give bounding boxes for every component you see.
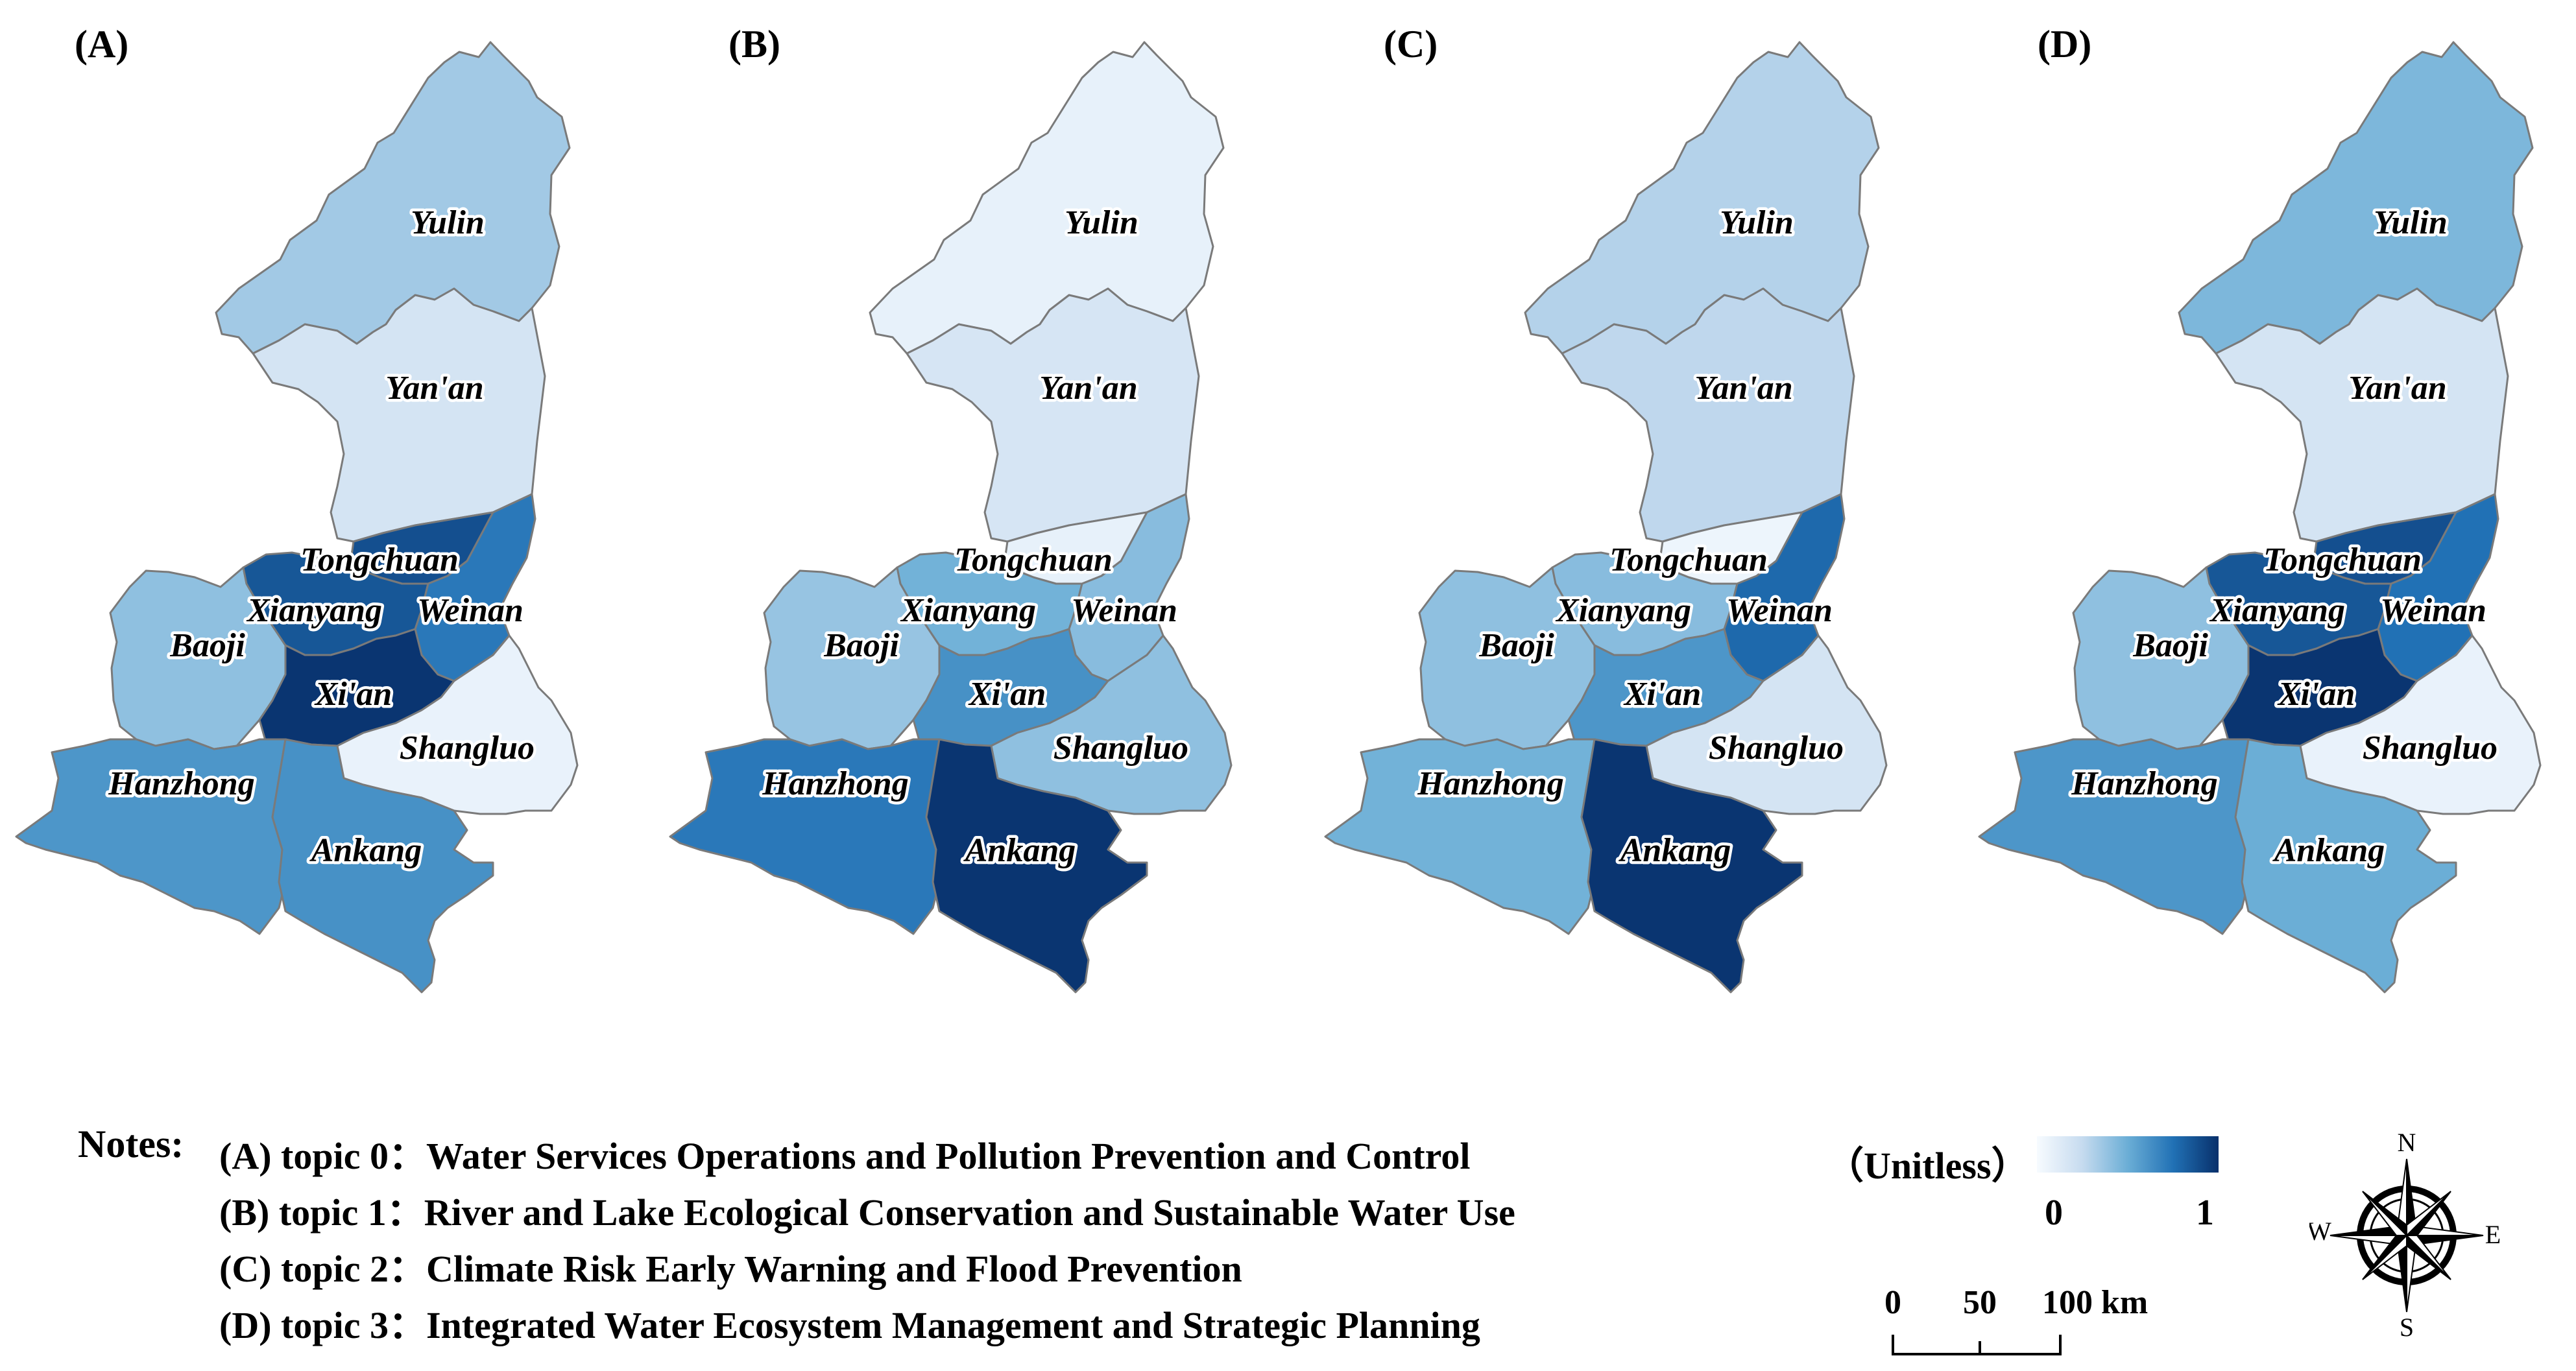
label-xianyang: Xianyang — [900, 592, 1036, 629]
region-ankang — [925, 738, 1148, 994]
scale-tick-0: 0 — [1884, 1284, 1901, 1321]
label-yanan: Yan'an — [1694, 370, 1792, 407]
compass-rose — [2329, 1158, 2484, 1313]
label-xianyang: Xianyang — [1555, 592, 1691, 629]
region-yulin — [215, 41, 571, 355]
compass-north-label: N — [2398, 1132, 2416, 1157]
panel-letter: (B) — [728, 23, 780, 66]
legend-max-label: 1 — [2196, 1193, 2214, 1233]
label-weinan: Weinan — [417, 592, 524, 629]
label-weinan: Weinan — [1071, 592, 1177, 629]
region-yulin — [869, 41, 1225, 355]
region-yulin — [1524, 41, 1880, 355]
label-tongchuan: Tongchuan — [954, 542, 1113, 578]
region-yanan — [252, 287, 546, 543]
label-hanzhong: Hanzhong — [1417, 765, 1563, 802]
label-baoji: Baoji — [2132, 627, 2208, 664]
region-yanan — [906, 287, 1200, 543]
label-shangluo: Shangluo — [400, 730, 535, 767]
label-xianyang: Xianyang — [246, 592, 382, 629]
label-yanan: Yan'an — [385, 370, 483, 407]
region-yanan — [1561, 287, 1855, 543]
label-tongchuan: Tongchuan — [2263, 542, 2422, 578]
note-topic-1: (B) topic 1：River and Lake Ecological Co… — [219, 1191, 1515, 1234]
label-weinan: Weinan — [2380, 592, 2486, 629]
legend-min-label: 0 — [2045, 1193, 2063, 1233]
label-hanzhong: Hanzhong — [108, 765, 254, 802]
label-ankang: Ankang — [1619, 832, 1731, 869]
region-ankang — [2234, 738, 2457, 994]
label-ankang: Ankang — [963, 832, 1076, 869]
label-yanan: Yan'an — [2348, 370, 2446, 407]
label-hanzhong: Hanzhong — [762, 765, 908, 802]
region-yanan — [2215, 287, 2509, 543]
label-baoji: Baoji — [1478, 627, 1554, 664]
region-yulin — [2178, 41, 2534, 355]
legend-title: （Unitless） — [1826, 1145, 2029, 1187]
label-tongchuan: Tongchuan — [300, 542, 459, 578]
label-yanan: Yan'an — [1039, 370, 1137, 407]
note-topic-0: (A) topic 0：Water Services Operations an… — [219, 1135, 1471, 1177]
label-weinan: Weinan — [1726, 592, 1833, 629]
label-xian: Xi'an — [314, 676, 392, 713]
note-topic-3: (D) topic 3：Integrated Water Ecosystem M… — [219, 1304, 1480, 1346]
label-yulin: Yulin — [1720, 204, 1794, 241]
label-yulin: Yulin — [2374, 204, 2448, 241]
label-xian: Xi'an — [2277, 676, 2355, 713]
label-ankang: Ankang — [2272, 832, 2385, 869]
legend-colorbar — [2037, 1136, 2219, 1173]
panel-letter: (A) — [75, 23, 128, 66]
label-xian: Xi'an — [968, 676, 1046, 713]
label-xianyang: Xianyang — [2209, 592, 2345, 629]
scale-bar-line — [1892, 1335, 2062, 1355]
label-baoji: Baoji — [823, 627, 899, 664]
scale-tick-50: 50 — [1963, 1284, 1997, 1321]
panel-letter: (C) — [1384, 23, 1438, 66]
scale-bar: 0 50 100 km — [1884, 1284, 2148, 1355]
label-ankang: Ankang — [309, 832, 422, 869]
notes-title: Notes: — [78, 1123, 184, 1165]
label-xian: Xi'an — [1623, 676, 1702, 713]
note-topic-2: (C) topic 2：Climate Risk Early Warning a… — [219, 1248, 1242, 1290]
region-ankang — [271, 738, 494, 994]
label-tongchuan: Tongchuan — [1609, 542, 1768, 578]
region-ankang — [1580, 738, 1803, 994]
label-shangluo: Shangluo — [1709, 730, 1844, 767]
label-yulin: Yulin — [411, 204, 485, 241]
label-baoji: Baoji — [169, 627, 245, 664]
panel-letter: (D) — [2038, 23, 2091, 66]
compass-west-label: W — [2309, 1217, 2331, 1246]
label-shangluo: Shangluo — [2363, 730, 2498, 767]
compass-east-label: E — [2485, 1220, 2501, 1249]
compass-south-label: S — [2400, 1313, 2414, 1339]
label-yulin: Yulin — [1065, 204, 1138, 241]
scale-tick-100: 100 km — [2042, 1284, 2148, 1321]
notes: Notes: (A) topic 0：Water Services Operat… — [78, 1122, 1829, 1355]
label-hanzhong: Hanzhong — [2071, 765, 2217, 802]
label-shangluo: Shangluo — [1053, 730, 1188, 767]
compass-icon: N S E W — [2309, 1132, 2501, 1339]
